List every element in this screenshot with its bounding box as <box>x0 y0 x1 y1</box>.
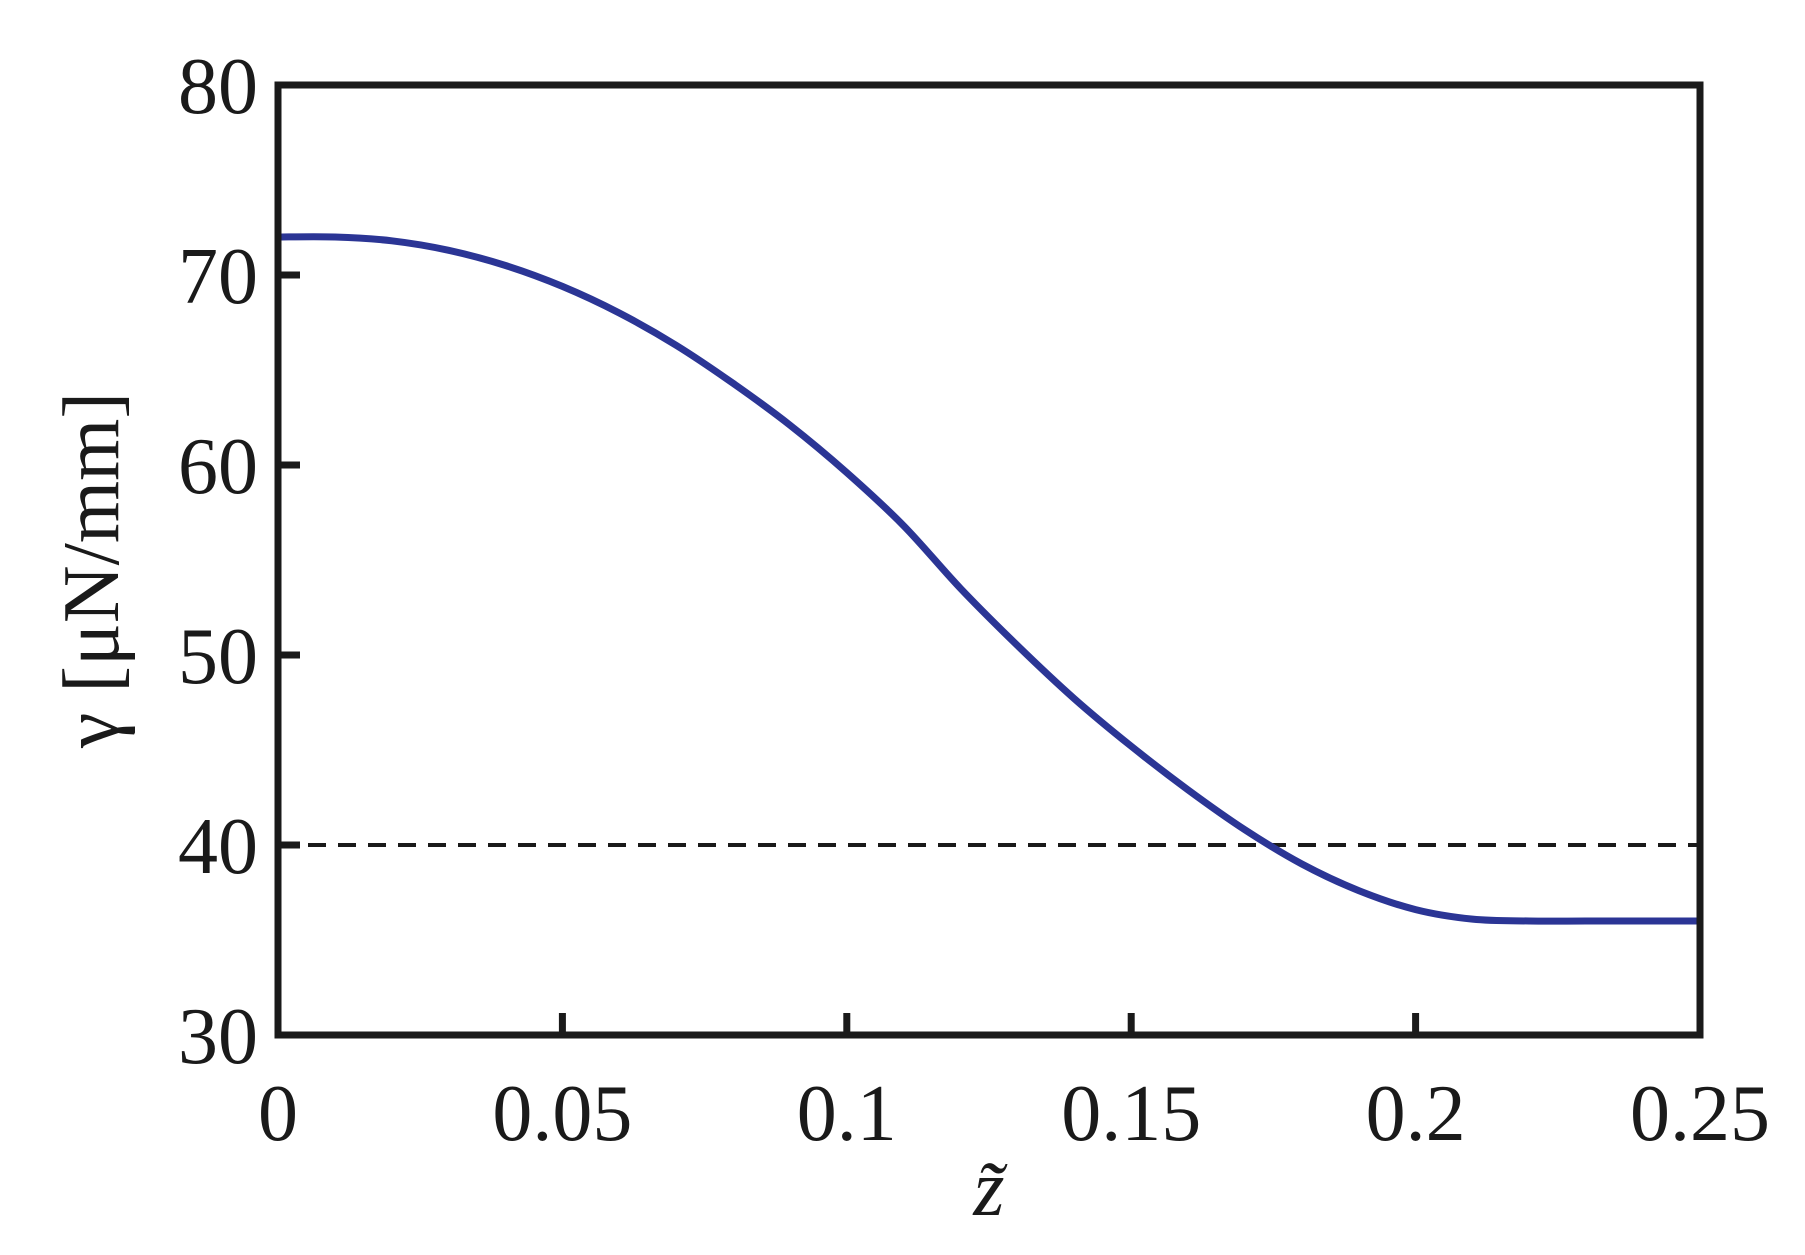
y-tick-label: 70 <box>178 233 258 321</box>
ticks-layer <box>274 81 1704 1039</box>
y-tick-label: 30 <box>178 993 258 1081</box>
x-tick-label: 0.2 <box>1366 1070 1466 1158</box>
y-tick-label: 60 <box>178 423 258 511</box>
series-layer <box>277 233 1700 925</box>
y-tick-labels: 30 40 50 60 70 80 <box>178 43 258 1081</box>
series-line <box>277 233 1700 925</box>
x-tick-label: 0.15 <box>1061 1070 1201 1158</box>
y-tick-label: 50 <box>178 613 258 701</box>
plot-frame <box>274 81 1704 1039</box>
x-tick-label: 0.25 <box>1630 1070 1770 1158</box>
x-tick-label: 0.1 <box>797 1070 897 1158</box>
y-tick-label: 80 <box>178 43 258 131</box>
x-tick-label: 0.05 <box>492 1070 632 1158</box>
x-tick-label: 0 <box>258 1070 298 1158</box>
x-tick-labels: 0 0.05 0.1 0.15 0.2 0.25 <box>258 1070 1770 1158</box>
y-tick-label: 40 <box>178 803 258 891</box>
x-axis-label: z̃ <box>972 1145 1007 1233</box>
y-axis-label: γ [μN/mm] <box>48 392 136 749</box>
